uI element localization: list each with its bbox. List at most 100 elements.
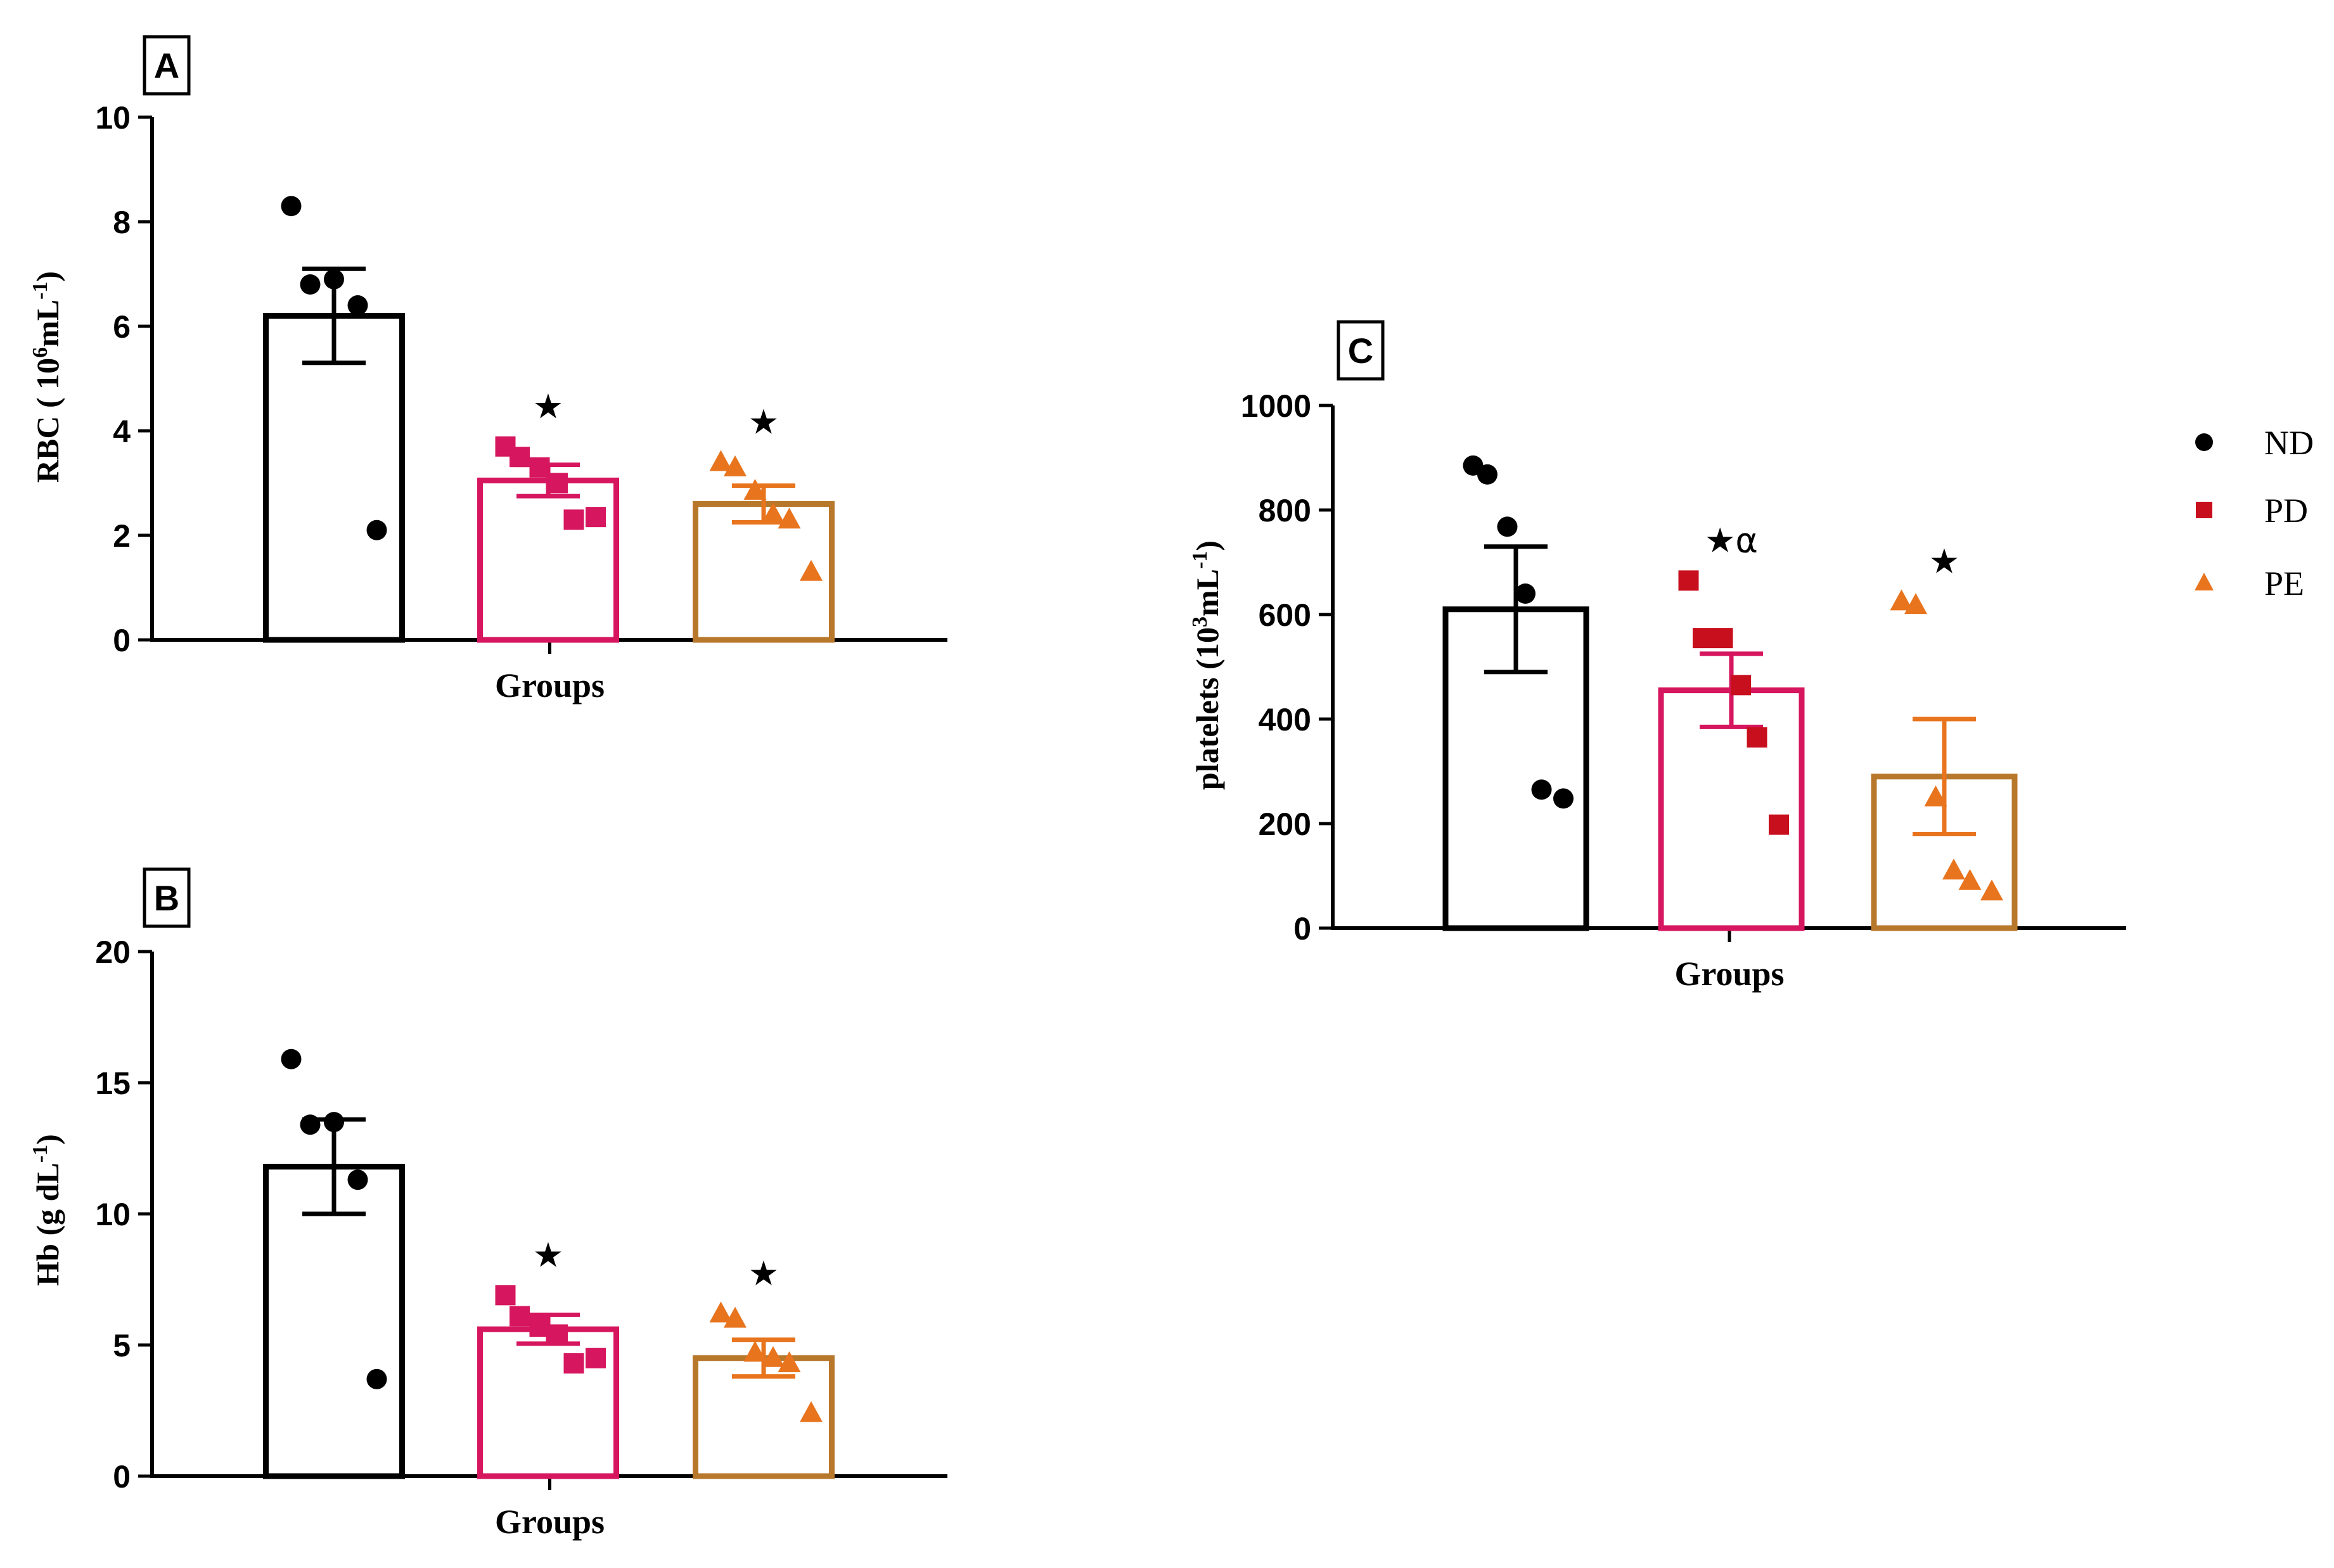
data-point-pe (724, 455, 747, 476)
y-title-sup: -1 (29, 1145, 52, 1163)
panel-b: B 0 5 10 15 20 Groups Hb (g dL-1) ★ ★ (29, 867, 947, 1541)
data-point-pd (1731, 675, 1751, 696)
data-point-pe (800, 559, 823, 581)
y-title-sup: 3 (1188, 616, 1212, 627)
data-point-pe (1958, 869, 1982, 890)
y-axis-title: platelets (103mL-1) (1188, 540, 1226, 790)
legend-marker-square (2196, 502, 2212, 518)
data-point-nd (324, 269, 344, 290)
significance-marker: ★ (1929, 541, 1959, 581)
data-point-pe (1924, 785, 1947, 806)
data-point-pd (510, 1306, 530, 1327)
y-title-main: Hb (g dL (30, 1163, 65, 1286)
data-point-nd (281, 196, 302, 217)
legend-label: PD (2264, 492, 2308, 530)
data-point-pd (563, 1353, 584, 1374)
data-point-nd (281, 1049, 302, 1069)
data-point-nd (347, 295, 368, 316)
data-point-pd (1769, 814, 1789, 835)
y-tick-label: 10 (95, 100, 131, 136)
data-point-pd (548, 473, 568, 494)
significance-marker: ★ (533, 1235, 563, 1275)
significance-marker: ★ (748, 402, 779, 442)
legend-marker-triangle (2195, 573, 2214, 590)
data-point-pd (586, 507, 606, 528)
data-point-pd (563, 509, 584, 530)
y-tick-label: 6 (113, 309, 131, 345)
x-axis-title: Groups (1674, 955, 1784, 993)
y-tick-label: 4 (113, 414, 131, 449)
x-axis-title: Groups (495, 1503, 605, 1541)
data-point-nd (1477, 464, 1497, 485)
data-point-pe (709, 1301, 733, 1323)
significance-marker: ★ (748, 1253, 779, 1293)
y-title-sup: -1 (1188, 551, 1212, 569)
data-point-pe (1904, 593, 1927, 615)
data-point-pe (778, 507, 801, 529)
data-point-pe (800, 1401, 823, 1422)
data-point-pe (1890, 589, 1913, 611)
y-title-end: ) (30, 271, 65, 282)
panel-letter-box (1337, 320, 1385, 381)
panel-letter: C (1348, 331, 1373, 371)
y-tick-label: 0 (1293, 911, 1311, 947)
y-tick-label: 5 (113, 1328, 131, 1363)
data-point-pd (1678, 570, 1699, 591)
data-point-nd (1531, 779, 1552, 800)
y-tick-label: 600 (1259, 597, 1311, 633)
y-title-sup: -1 (29, 282, 52, 300)
legend-label: ND (2264, 424, 2314, 462)
panel-c: C 0 200 400 600 800 1000 Groups platelets (103mL… (1188, 320, 2126, 993)
data-point-nd (366, 1368, 387, 1389)
y-tick-label: 10 (95, 1197, 131, 1232)
y-axis-title: Hb (g dL-1) (29, 1134, 66, 1286)
legend-item-pd: PD (2196, 492, 2308, 530)
data-point-nd (1553, 788, 1574, 809)
x-axis-title: Groups (495, 666, 605, 704)
data-point-nd (1515, 583, 1536, 604)
y-tick-label: 200 (1259, 806, 1311, 842)
data-point-nd (366, 519, 387, 540)
y-title-sup: 6 (29, 347, 52, 358)
panel-letter-box (143, 867, 191, 928)
y-tick-label: 20 (95, 934, 131, 970)
panel-letter: B (154, 878, 179, 918)
data-point-pe (709, 450, 733, 471)
y-tick-label: 2 (113, 518, 131, 554)
data-point-nd (300, 1114, 321, 1135)
y-title-end: ) (1189, 540, 1225, 551)
legend-item-pe: PE (2195, 564, 2304, 602)
data-point-pd (1747, 727, 1767, 748)
y-tick-label: 400 (1259, 702, 1311, 737)
y-title-main: platelets (10 (1189, 627, 1225, 790)
data-point-pe (762, 502, 785, 523)
y-title-unit: mL (30, 300, 65, 347)
y-title-main: RBC ( 10 (30, 358, 65, 483)
data-point-pe (724, 1306, 747, 1328)
data-point-pd (529, 1316, 550, 1337)
significance-marker: ★ (533, 386, 563, 426)
data-point-pe (743, 1341, 767, 1362)
data-point-pd (510, 447, 530, 468)
y-tick-label: 1000 (1241, 388, 1311, 424)
y-title-end: ) (30, 1134, 65, 1145)
legend-item-nd: ND (2195, 424, 2314, 462)
data-point-pe (1942, 858, 1965, 880)
bar-pd (477, 477, 619, 643)
y-tick-label: 0 (113, 1459, 131, 1495)
data-point-pd (529, 457, 550, 478)
legend-marker-circle (2195, 433, 2213, 451)
data-point-pe (778, 1351, 801, 1372)
y-tick-label: 0 (113, 623, 131, 658)
y-title-unit: mL (1189, 569, 1225, 616)
data-point-pe (762, 1346, 785, 1367)
y-tick-label: 15 (95, 1066, 131, 1101)
y-tick-label: 800 (1259, 493, 1311, 528)
panel-letter: A (154, 46, 179, 86)
data-point-pd (586, 1348, 606, 1368)
significance-marker: ★α (1705, 520, 1758, 560)
data-point-nd (347, 1170, 368, 1190)
data-point-pd (1693, 628, 1713, 649)
